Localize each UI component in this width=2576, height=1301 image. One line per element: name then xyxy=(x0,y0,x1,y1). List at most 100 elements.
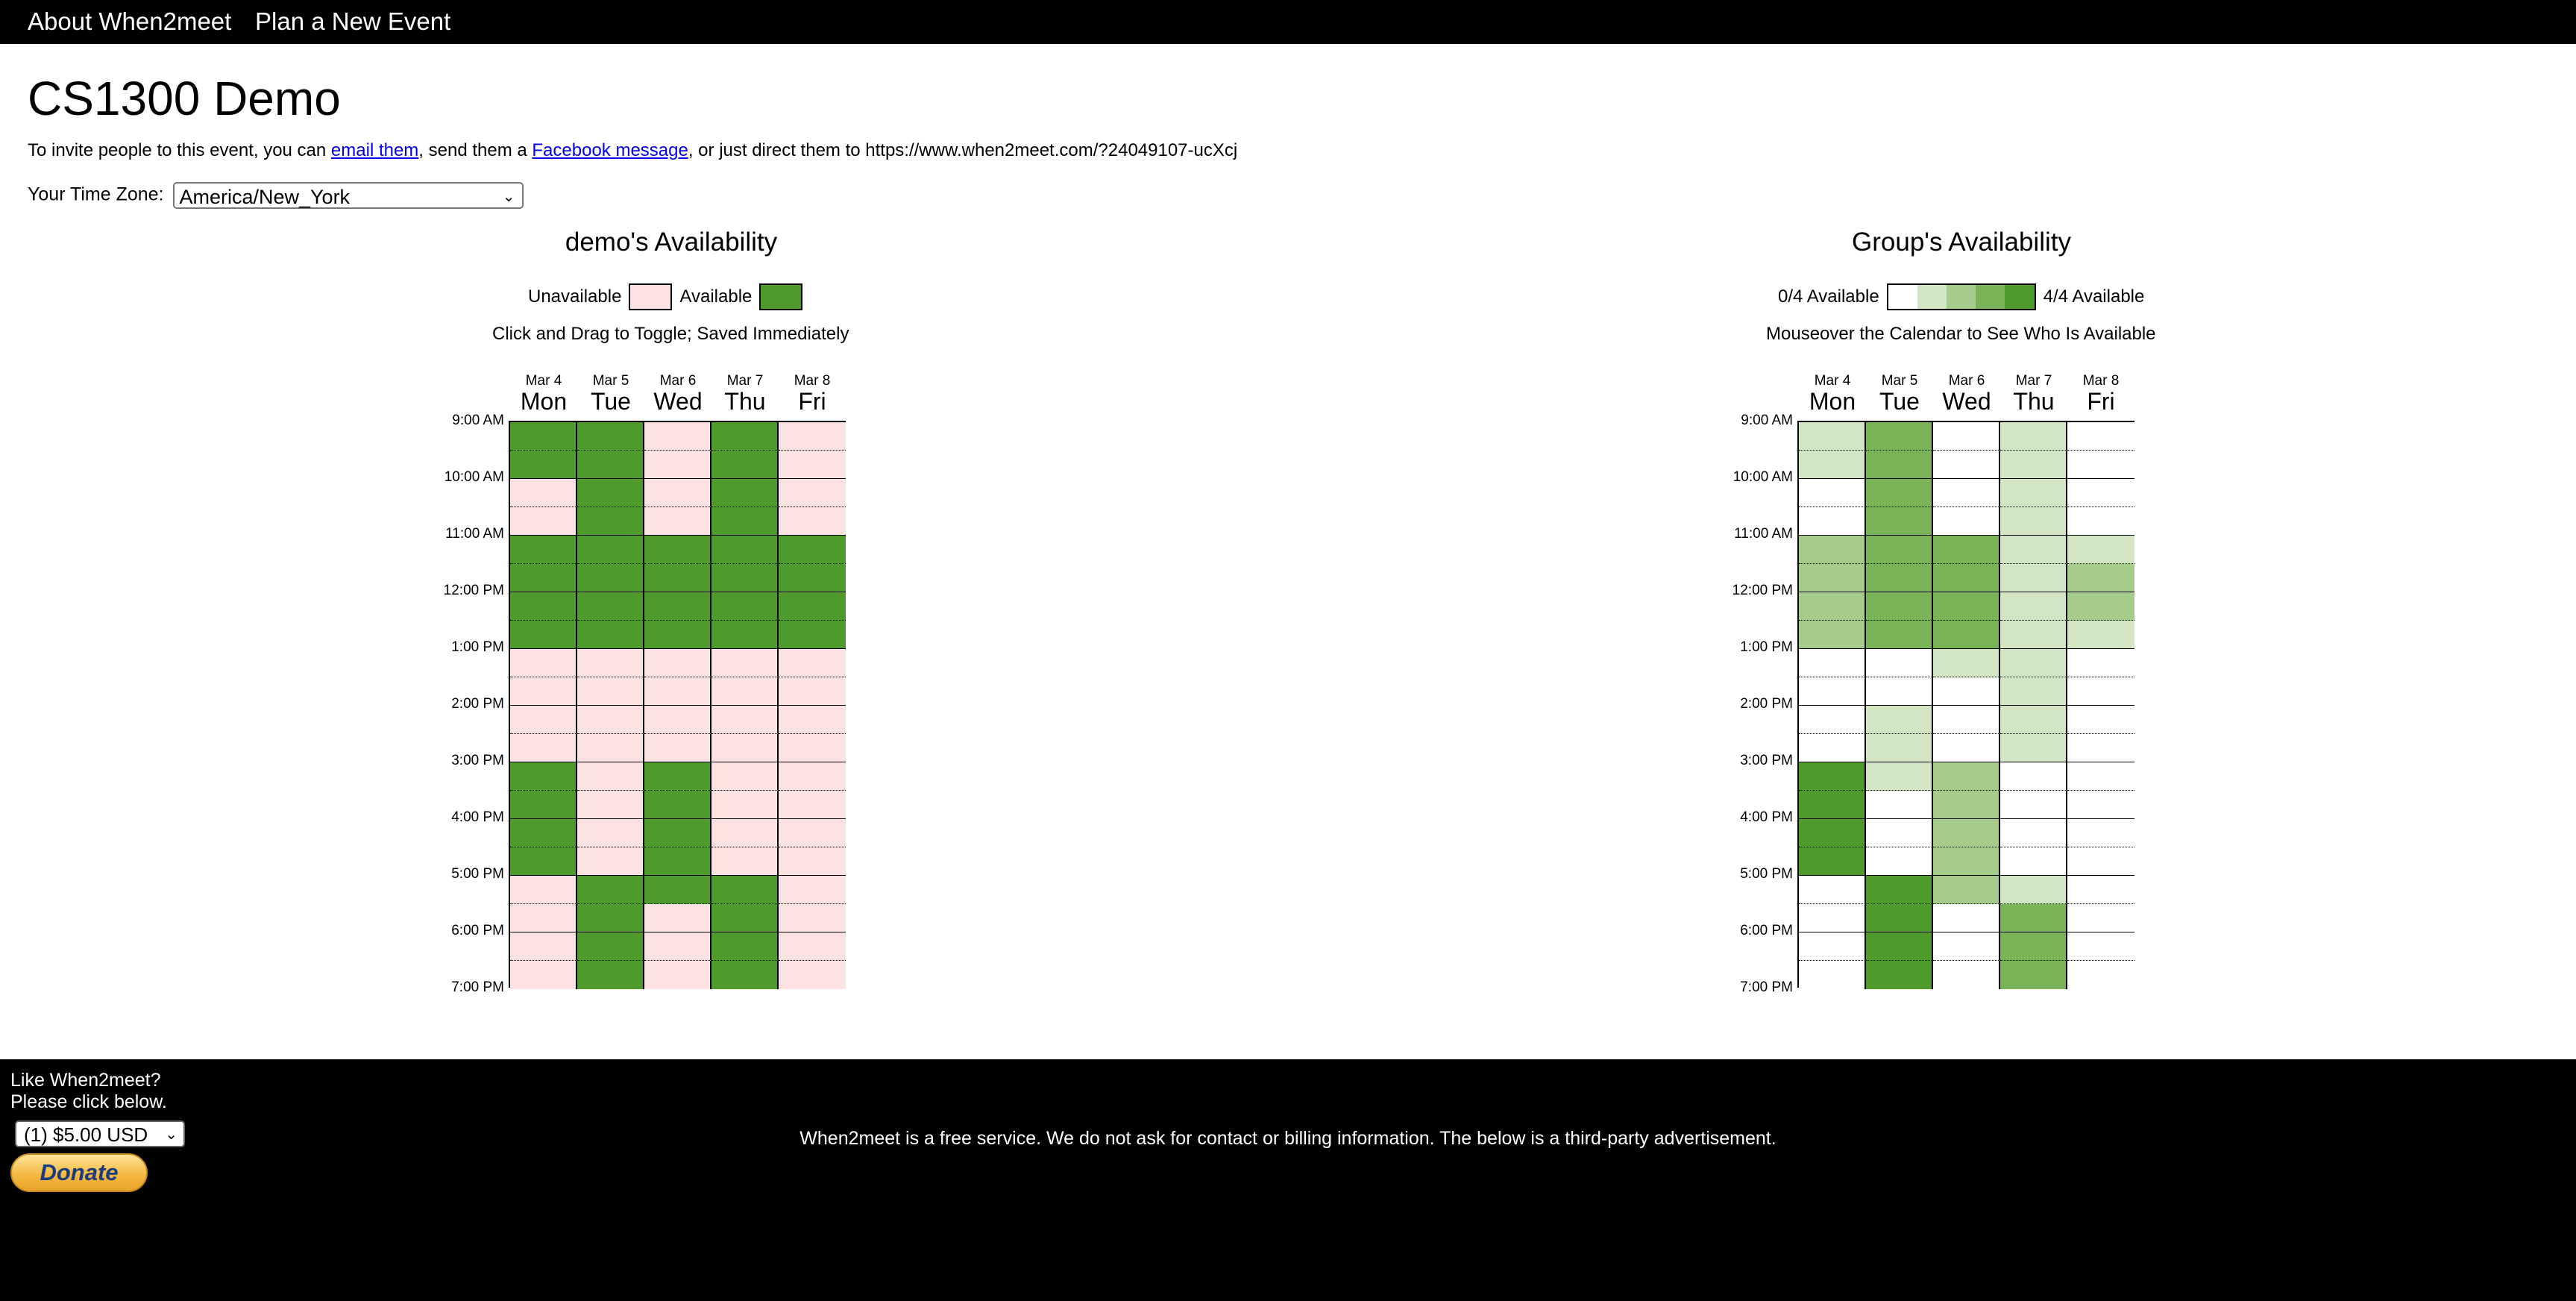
personal-time-slot[interactable] xyxy=(510,961,577,989)
personal-time-slot[interactable] xyxy=(644,677,711,706)
group-time-slot[interactable] xyxy=(1866,677,1933,706)
personal-time-slot[interactable] xyxy=(711,536,779,564)
personal-time-slot[interactable] xyxy=(711,762,779,791)
personal-time-slot[interactable] xyxy=(577,904,644,932)
group-time-slot[interactable] xyxy=(2000,819,2067,847)
personal-time-slot[interactable] xyxy=(577,847,644,876)
group-time-slot[interactable] xyxy=(1933,507,2000,536)
group-time-slot[interactable] xyxy=(1866,536,1933,564)
group-time-slot[interactable] xyxy=(1933,621,2000,649)
group-time-slot[interactable] xyxy=(1933,791,2000,819)
group-time-slot[interactable] xyxy=(1933,649,2000,677)
group-time-slot[interactable] xyxy=(2000,847,2067,876)
group-time-slot[interactable] xyxy=(2000,451,2067,479)
personal-time-slot[interactable] xyxy=(577,876,644,904)
personal-time-slot[interactable] xyxy=(779,706,846,734)
personal-time-slot[interactable] xyxy=(779,536,846,564)
group-time-slot[interactable] xyxy=(1866,791,1933,819)
group-time-slot[interactable] xyxy=(1799,791,1866,819)
group-time-slot[interactable] xyxy=(1799,451,1866,479)
personal-time-slot[interactable] xyxy=(644,706,711,734)
group-time-slot[interactable] xyxy=(2000,479,2067,507)
donate-button[interactable]: Donate xyxy=(10,1153,148,1192)
group-time-slot[interactable] xyxy=(1866,422,1933,451)
personal-time-slot[interactable] xyxy=(779,847,846,876)
personal-time-slot[interactable] xyxy=(577,677,644,706)
personal-time-slot[interactable] xyxy=(577,734,644,762)
group-time-slot[interactable] xyxy=(1933,932,2000,961)
personal-time-slot[interactable] xyxy=(577,819,644,847)
personal-time-slot[interactable] xyxy=(510,621,577,649)
group-time-slot[interactable] xyxy=(1866,734,1933,762)
group-time-slot[interactable] xyxy=(1933,451,2000,479)
group-time-slot[interactable] xyxy=(1933,564,2000,592)
group-time-slot[interactable] xyxy=(1799,649,1866,677)
group-time-slot[interactable] xyxy=(2000,422,2067,451)
group-time-slot[interactable] xyxy=(2000,564,2067,592)
personal-time-slot[interactable] xyxy=(711,451,779,479)
group-time-slot[interactable] xyxy=(2067,819,2134,847)
personal-time-slot[interactable] xyxy=(711,734,779,762)
personal-time-slot[interactable] xyxy=(711,677,779,706)
group-time-slot[interactable] xyxy=(1866,961,1933,989)
personal-time-slot[interactable] xyxy=(644,961,711,989)
personal-time-slot[interactable] xyxy=(577,621,644,649)
personal-time-slot[interactable] xyxy=(711,649,779,677)
group-time-slot[interactable] xyxy=(2067,536,2134,564)
personal-time-slot[interactable] xyxy=(510,847,577,876)
group-time-slot[interactable] xyxy=(2067,564,2134,592)
personal-time-slot[interactable] xyxy=(711,819,779,847)
personal-time-slot[interactable] xyxy=(510,791,577,819)
email-link[interactable]: email them xyxy=(330,140,419,160)
group-time-slot[interactable] xyxy=(2000,904,2067,932)
group-time-slot[interactable] xyxy=(1866,621,1933,649)
group-time-slot[interactable] xyxy=(1933,961,2000,989)
personal-time-slot[interactable] xyxy=(577,592,644,621)
personal-time-slot[interactable] xyxy=(711,706,779,734)
group-time-slot[interactable] xyxy=(1799,536,1866,564)
personal-time-slot[interactable] xyxy=(644,536,711,564)
timezone-select[interactable]: America/New_York ⌄ xyxy=(173,182,524,209)
personal-time-slot[interactable] xyxy=(779,451,846,479)
personal-time-slot[interactable] xyxy=(577,564,644,592)
personal-time-slot[interactable] xyxy=(510,706,577,734)
personal-time-slot[interactable] xyxy=(577,422,644,451)
personal-time-slot[interactable] xyxy=(510,451,577,479)
group-availability-grid[interactable] xyxy=(1797,421,2134,989)
personal-time-slot[interactable] xyxy=(644,904,711,932)
group-time-slot[interactable] xyxy=(2067,592,2134,621)
personal-time-slot[interactable] xyxy=(644,791,711,819)
personal-time-slot[interactable] xyxy=(510,876,577,904)
personal-time-slot[interactable] xyxy=(711,876,779,904)
group-time-slot[interactable] xyxy=(1866,904,1933,932)
group-time-slot[interactable] xyxy=(1866,451,1933,479)
personal-time-slot[interactable] xyxy=(644,422,711,451)
personal-time-slot[interactable] xyxy=(644,479,711,507)
personal-time-slot[interactable] xyxy=(510,932,577,961)
group-time-slot[interactable] xyxy=(2067,706,2134,734)
group-time-slot[interactable] xyxy=(2000,507,2067,536)
group-time-slot[interactable] xyxy=(1933,762,2000,791)
personal-time-slot[interactable] xyxy=(577,791,644,819)
group-time-slot[interactable] xyxy=(1866,706,1933,734)
personal-time-slot[interactable] xyxy=(644,932,711,961)
personal-time-slot[interactable] xyxy=(577,479,644,507)
personal-time-slot[interactable] xyxy=(779,876,846,904)
group-time-slot[interactable] xyxy=(1799,734,1866,762)
group-time-slot[interactable] xyxy=(1933,706,2000,734)
group-time-slot[interactable] xyxy=(1799,904,1866,932)
group-time-slot[interactable] xyxy=(2067,649,2134,677)
personal-time-slot[interactable] xyxy=(779,932,846,961)
personal-time-slot[interactable] xyxy=(510,677,577,706)
group-time-slot[interactable] xyxy=(2000,592,2067,621)
personal-time-slot[interactable] xyxy=(644,649,711,677)
group-time-slot[interactable] xyxy=(1866,932,1933,961)
group-time-slot[interactable] xyxy=(1933,479,2000,507)
personal-time-slot[interactable] xyxy=(644,876,711,904)
group-time-slot[interactable] xyxy=(1933,422,2000,451)
group-time-slot[interactable] xyxy=(1866,819,1933,847)
group-time-slot[interactable] xyxy=(2067,762,2134,791)
group-time-slot[interactable] xyxy=(1933,592,2000,621)
group-time-slot[interactable] xyxy=(1799,422,1866,451)
group-time-slot[interactable] xyxy=(2067,904,2134,932)
